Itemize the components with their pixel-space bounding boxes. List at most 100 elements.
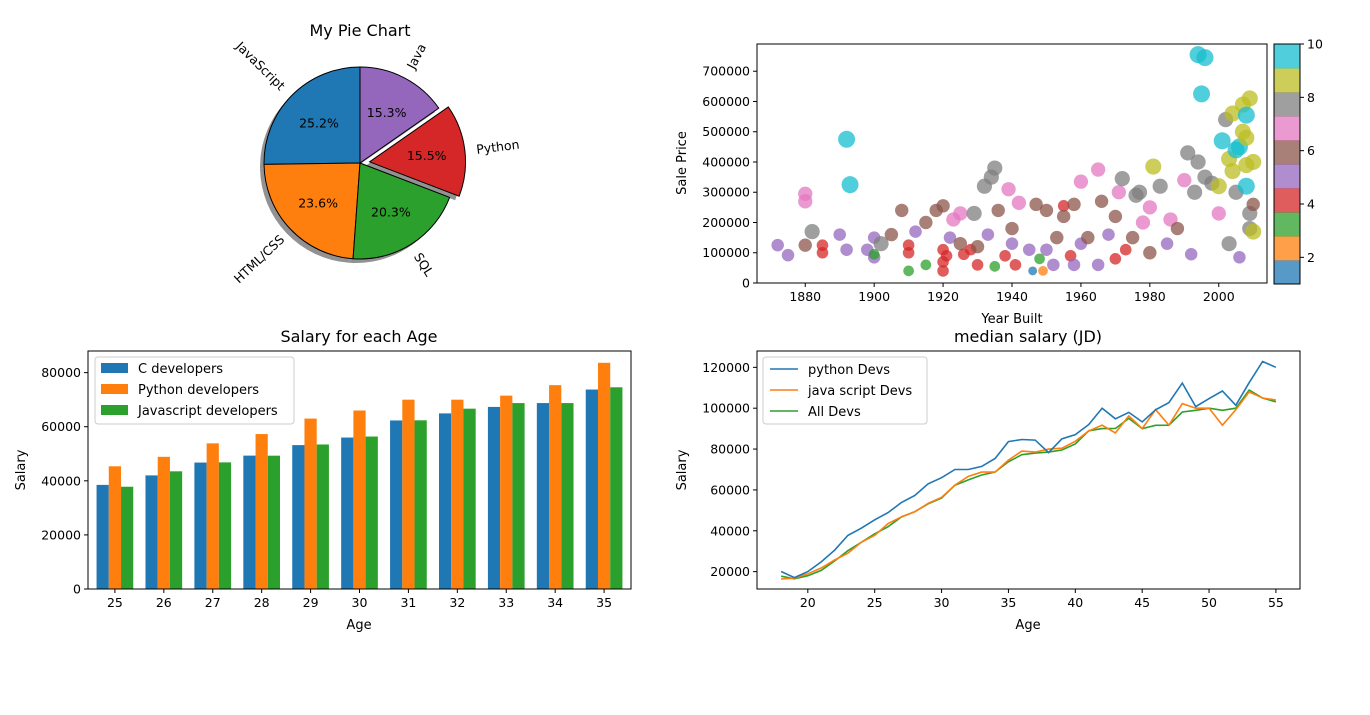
colorbar-segment bbox=[1274, 212, 1300, 237]
bar-y-tick-label: 80000 bbox=[41, 365, 81, 380]
pie-slice-javascript bbox=[263, 66, 361, 165]
pie-category-label: Python bbox=[475, 137, 520, 157]
scatter-point bbox=[1047, 258, 1060, 272]
line-y-tick-label: 120000 bbox=[702, 360, 750, 375]
bar-javascript bbox=[267, 455, 281, 589]
line-x-tick-label: 50 bbox=[1201, 595, 1217, 610]
bar-legend-swatch bbox=[101, 384, 128, 394]
pie-slice-sql bbox=[352, 162, 451, 260]
line-y-tick-label: 40000 bbox=[710, 523, 750, 538]
colorbar-segment bbox=[1274, 164, 1300, 189]
scatter-y-tick-label: 200000 bbox=[702, 215, 750, 230]
bar-javascript bbox=[463, 408, 476, 589]
scatter-point bbox=[833, 228, 846, 241]
bar-javascript bbox=[316, 444, 329, 589]
colorbar-tick-label: 6 bbox=[1307, 143, 1315, 158]
pie-slice-python bbox=[368, 106, 466, 197]
scatter-y-tick-label: 700000 bbox=[702, 64, 750, 79]
scatter-point bbox=[1238, 129, 1255, 146]
scatter-point bbox=[1193, 85, 1211, 103]
pie-slice-htmlcss bbox=[263, 162, 361, 260]
bar-c bbox=[341, 437, 354, 589]
line-legend-label: java script Devs bbox=[807, 384, 912, 399]
line-x-label: Age bbox=[1015, 618, 1040, 633]
line-chart: median salary (JD) 20 25 30 35 40 45 50 55 2000… bbox=[675, 327, 1301, 633]
scatter-point bbox=[1143, 246, 1157, 260]
scatter-x-tick-label: 1960 bbox=[1065, 289, 1097, 304]
scatter-colorbar: 2 4 6 8 10 bbox=[1273, 37, 1323, 285]
bar-python bbox=[597, 362, 611, 589]
line-x-tick-label: 30 bbox=[934, 595, 950, 610]
scatter-point bbox=[971, 259, 984, 271]
bar-legend-label: Python developers bbox=[138, 383, 259, 398]
colorbar-tick-label: 4 bbox=[1307, 197, 1315, 212]
scatter-point bbox=[1160, 237, 1174, 250]
scatter-point bbox=[936, 199, 950, 213]
line-y-tick-label: 100000 bbox=[702, 401, 750, 416]
scatter-point bbox=[1135, 215, 1151, 230]
scatter-point bbox=[1034, 253, 1045, 265]
bar-legend: C developers Python developers Javascript … bbox=[94, 356, 295, 425]
scatter-point bbox=[989, 261, 1001, 272]
bar-legend-label: C developers bbox=[138, 362, 223, 377]
bar-c bbox=[585, 389, 598, 589]
bar-python bbox=[549, 385, 562, 589]
pie-chart-title: My Pie Chart bbox=[310, 21, 411, 40]
scatter-point bbox=[1180, 145, 1196, 161]
bar-c bbox=[145, 475, 158, 589]
scatter-point bbox=[1245, 153, 1262, 171]
scatter-point bbox=[1005, 221, 1019, 236]
bar-x-tick-label: 31 bbox=[400, 595, 416, 610]
bar-javascript bbox=[561, 403, 574, 589]
bar-legend-label: Javascript developers bbox=[137, 404, 278, 419]
bar-c bbox=[390, 420, 403, 589]
scatter-point bbox=[1170, 221, 1185, 236]
bar-python bbox=[304, 418, 317, 589]
bar-python bbox=[157, 456, 170, 589]
pie-chart: My Pie Chart 25.2% JavaScript 23.6% HTML/CS… bbox=[231, 21, 521, 286]
bar-c bbox=[438, 413, 452, 589]
scatter-point bbox=[991, 203, 1005, 218]
bar-x-tick-label: 33 bbox=[498, 595, 514, 610]
scatter-x-label: Year Built bbox=[980, 312, 1042, 327]
bar-x-tick-label: 25 bbox=[107, 595, 123, 610]
line-x-tick-label: 45 bbox=[1134, 595, 1150, 610]
scatter-point bbox=[1184, 248, 1198, 261]
scatter-point bbox=[1131, 184, 1148, 200]
bar-chart-title: Salary for each Age bbox=[280, 327, 437, 346]
colorbar-tick-label: 2 bbox=[1307, 250, 1315, 265]
scatter-point bbox=[1177, 172, 1192, 188]
bar-javascript bbox=[512, 403, 525, 589]
scatter-point bbox=[953, 236, 968, 251]
line-y-label: Salary bbox=[675, 449, 690, 490]
scatter-point bbox=[1210, 178, 1227, 195]
colorbar-segment bbox=[1274, 116, 1300, 141]
bar-javascript bbox=[610, 387, 623, 589]
line-chart-title: median salary (JD) bbox=[954, 327, 1102, 346]
pie-percent-label: 15.3% bbox=[367, 105, 407, 120]
scatter-point bbox=[937, 265, 949, 277]
line-x-tick-label: 25 bbox=[867, 595, 883, 610]
line-x-ticks: 20 25 30 35 40 45 50 55 bbox=[800, 589, 1284, 610]
bar-c bbox=[536, 403, 550, 589]
pie-category-label: JavaScript bbox=[232, 38, 288, 93]
colorbar-segment bbox=[1274, 44, 1300, 69]
scatter-y-label: Sale Price bbox=[675, 131, 690, 195]
bar-c bbox=[243, 455, 256, 589]
colorbar-segment bbox=[1274, 68, 1300, 93]
line-y-tick-label: 60000 bbox=[710, 482, 750, 497]
bar-x-tick-label: 28 bbox=[254, 595, 270, 610]
bar-y-tick-label: 20000 bbox=[41, 527, 81, 542]
scatter-point bbox=[970, 239, 985, 254]
scatter-point bbox=[1119, 243, 1132, 256]
scatter-point bbox=[920, 259, 932, 271]
bar-x-tick-label: 32 bbox=[449, 595, 465, 610]
scatter-point bbox=[1040, 243, 1053, 256]
scatter-point bbox=[987, 160, 1003, 176]
bar-chart: Salary for each Age 25 26 27 28 29 30 31 32 33 34… bbox=[14, 327, 632, 633]
scatter-point bbox=[1241, 90, 1258, 107]
scatter-point bbox=[1102, 228, 1115, 241]
scatter-point bbox=[1224, 163, 1241, 180]
pie-category-label: Java bbox=[403, 41, 429, 72]
scatter-point bbox=[919, 215, 933, 230]
